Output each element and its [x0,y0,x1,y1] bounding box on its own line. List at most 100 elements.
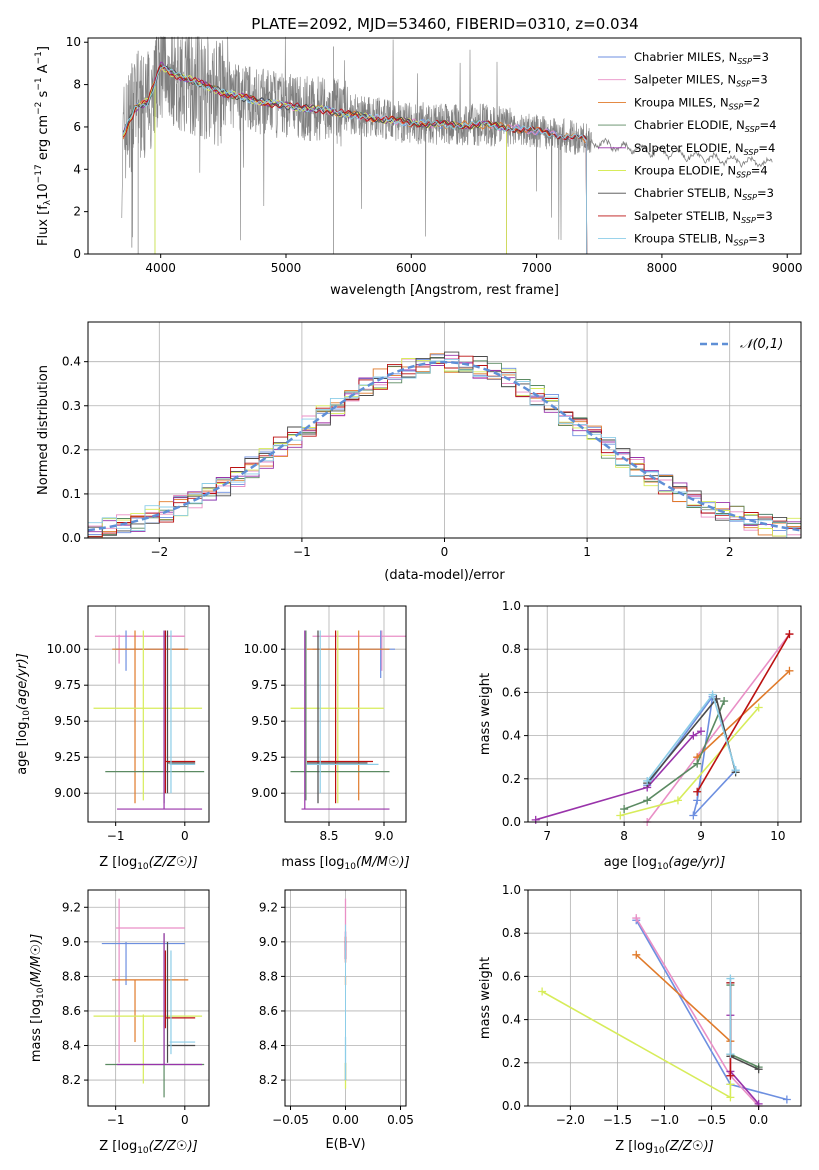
spectrum-ylabel: Flux [fλ10−17 erg cm−2 s−1 A−1] [34,46,53,246]
series-chabrier-miles [646,696,737,817]
y-tick-label: 8.6 [259,1004,278,1018]
age-vs-mass-xlabel: mass [log10(M/M☉)] [281,855,409,872]
x-tick-label: 7000 [521,261,552,275]
legend-entry: Chabrier STELIB, NSSP=3 [634,186,774,202]
series-salpeter-stelib [696,633,791,793]
x-tick-label: 8 [620,829,628,843]
y-tick-label: 9.50 [251,714,278,728]
model-kroupa-miles-line [122,66,588,255]
x-tick-label: −1 [293,545,311,559]
axes-frame [87,889,210,1107]
weight-vs-Z-panel: −2.0 −1.5 −1.0 −0.5 0.0 0.0 0.2 0.4 0.6 0.8 1.0 Z [… [478,883,802,1156]
y-tick-label: 8.2 [259,1073,278,1087]
data-point [620,805,629,814]
data-point [673,796,682,805]
mass-vs-Z-panel: −1 0 8.2 8.4 8.6 8.8 9.0 9.2 Z [log10(Z/Z☉)] mass… [29,889,210,1156]
y-tick-label: 0.0 [502,1099,521,1113]
weight-vs-age-panel: 7 8 9 10 0.0 0.2 0.4 0.6 0.8 1.0 age [log10(age/yr… [478,599,802,872]
x-tick-label: −1.0 [650,1113,679,1127]
y-tick-label: 0.4 [502,729,521,743]
series-chabrier-elodie [729,985,759,1068]
age-vs-mass-panel: 8.5 9.0 9.00 9.25 9.50 9.75 10.00 mass [log10(M… [244,605,410,872]
x-tick-label: −1 [107,1113,125,1127]
residual-legend: 𝒩(0,1) [700,337,783,352]
series-kroupa-miles [635,954,731,1042]
y-tick-label: 1.0 [502,599,521,613]
x-tick-label: −2 [150,545,168,559]
x-tick-label: 7 [543,829,551,843]
x-tick-label: 0 [181,829,189,843]
model-kroupa-stelib-line [122,65,588,255]
data-point [693,759,702,768]
data-point [754,703,763,712]
series-chabrier-stelib [646,697,737,784]
y-tick-label: 8.4 [259,1039,278,1053]
data-point [720,697,729,706]
y-tick-label: 10 [66,35,81,49]
spectrum-legend: Chabrier MILES, NSSP=3 Salpeter MILES, NS… [598,50,776,248]
x-tick-label: 6000 [396,261,427,275]
data-point [726,1093,735,1102]
x-tick-label: −2.0 [556,1113,585,1127]
y-tick-label: 0.6 [502,685,521,699]
axes-frame [87,605,210,823]
spectrum-frame [87,37,802,255]
data-point [538,987,547,996]
data-point [616,811,625,820]
y-tick-label: 9.2 [259,900,278,914]
y-tick-label: 10.00 [47,642,81,656]
residual-xlabel: (data-model)/error [384,568,505,583]
residual-panel: −2 −1 0 1 2 0.0 0.1 0.2 0.3 0.4 (data-model)/erro… [36,321,802,583]
y-tick-label: 9.25 [54,750,81,764]
data-point [643,796,652,805]
data-point [632,950,641,959]
y-tick-label: 9.0 [259,935,278,949]
series-salpeter-miles [635,917,760,1107]
figure-title: PLATE=2092, MJD=53460, FIBERID=0310, z=0… [251,15,638,33]
x-tick-label: 8.5 [319,829,338,843]
y-tick-label: 0.3 [62,399,81,413]
svg-text:Flux [fλ10−17 erg cm−2 s−1 A−1: Flux [fλ10−17 erg cm−2 s−1 A−1] [34,46,53,246]
legend-entry: Salpeter MILES, NSSP=3 [634,73,768,89]
data-point [754,1065,763,1074]
y-tick-label: 0.0 [62,531,81,545]
y-tick-label: 9.00 [54,786,81,800]
data-point [726,974,735,983]
y-tick-label: 0.8 [502,926,521,940]
x-tick-label: 0.05 [387,1113,414,1127]
y-tick-label: 0.2 [502,1056,521,1070]
data-point [689,811,698,820]
axes-frame [527,605,802,823]
y-tick-label: 8.4 [62,1039,81,1053]
data-point [785,666,794,675]
normal-dist-curve [87,360,802,532]
data-flux-line-red [591,137,773,168]
y-tick-label: 8.6 [62,1004,81,1018]
data-point [531,815,540,824]
y-tick-label: 10.00 [244,642,278,656]
y-tick-label: 9.00 [251,786,278,800]
x-tick-label: 5000 [271,261,302,275]
residual-ylabel: Normed distribution [36,365,51,495]
y-tick-label: 9.0 [62,935,81,949]
y-tick-label: 9.50 [54,714,81,728]
y-tick-label: 0.8 [502,642,521,656]
mass-vs-EBV-panel: −0.05 0.00 0.05 8.2 8.4 8.6 8.8 9.0 9.2 E(B-V) [259,889,414,1152]
x-tick-label: 8000 [647,261,678,275]
weight-vs-age-xlabel: age [log10(age/yr)] [604,855,726,872]
x-tick-label: 2 [726,545,734,559]
y-tick-label: 9.75 [251,678,278,692]
spectrum-model-lines [122,61,588,255]
spectrum-panel: 4000 5000 6000 7000 8000 9000 0 2 4 6 8 10 waveleng… [34,35,802,298]
x-tick-label: 0.00 [332,1113,359,1127]
hist-chabrier-stelib [88,351,801,536]
y-tick-label: 8 [73,78,81,92]
legend-entry: Salpeter STELIB, NSSP=3 [634,209,773,225]
mass-vs-EBV-xlabel: E(B-V) [325,1137,365,1152]
y-tick-label: 0.6 [502,969,521,983]
y-tick-label: 1.0 [502,883,521,897]
y-tick-label: 0.0 [502,815,521,829]
y-tick-label: 0.1 [62,487,81,501]
data-point [697,727,706,736]
